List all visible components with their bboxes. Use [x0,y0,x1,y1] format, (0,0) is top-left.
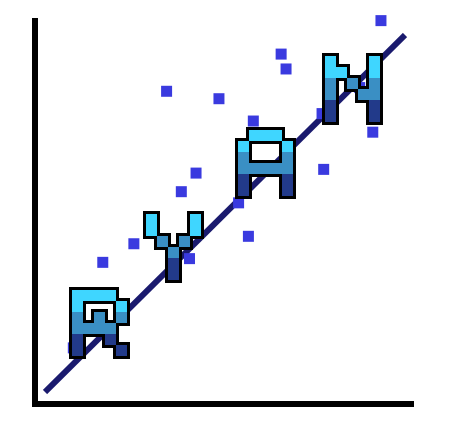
scatter-point [128,238,140,250]
scatter-point [318,163,330,175]
scatter-point [184,253,195,265]
scatter-point [161,85,173,97]
scatter-point [375,15,387,27]
letter-r [69,287,130,359]
letter-y [143,211,204,283]
scatter-point [175,186,187,198]
letter-a [235,127,296,199]
scatter-point [275,48,287,60]
scatter-point [280,63,292,75]
scatter-point [247,115,259,127]
scatter-point [233,197,245,209]
scatter-point [367,126,379,138]
scatter-point [242,230,254,242]
scatter-point [190,167,202,179]
pixel-letters [69,53,383,359]
scatter-point [97,256,109,268]
letter-n [322,53,383,125]
scatter-point [213,93,225,105]
